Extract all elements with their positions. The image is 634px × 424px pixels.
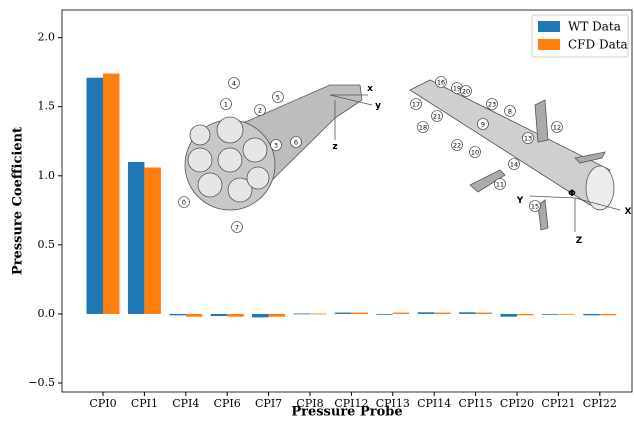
inset-label: 15	[531, 203, 539, 211]
inset-label: 9	[481, 121, 485, 129]
x-tick-label: CPI7	[255, 397, 282, 410]
bar	[310, 314, 327, 315]
inset-label: 17	[412, 101, 420, 109]
inset-label: 5	[276, 94, 280, 102]
bar	[227, 314, 244, 317]
x-tick-label: CPI0	[89, 397, 116, 410]
bar	[434, 313, 451, 314]
inset-label: 8	[508, 108, 512, 116]
inset-label: 19	[453, 85, 461, 93]
right-inset-drawing	[410, 80, 620, 232]
bar	[600, 314, 617, 315]
bar	[144, 167, 161, 313]
inset-label: z	[332, 142, 337, 152]
bar	[418, 312, 435, 314]
x-tick-label: CPI4	[172, 397, 199, 410]
inset-label: 16	[437, 79, 445, 87]
inset-label: 7	[235, 224, 239, 232]
inset-label: 0	[182, 199, 186, 207]
inset-label: y	[375, 101, 381, 111]
inset-label: 14	[510, 161, 518, 169]
bar	[252, 314, 269, 317]
bar	[169, 314, 186, 315]
bar	[393, 313, 410, 314]
inset-label: 3	[274, 142, 278, 150]
bar	[128, 162, 144, 314]
y-tick-label: 1.0	[38, 169, 56, 182]
inset-label: 10	[471, 149, 479, 157]
y-tick-label: 0.5	[38, 238, 56, 251]
bar	[542, 314, 559, 315]
inset-label: 6	[294, 139, 298, 147]
inset-label: 1	[224, 101, 228, 109]
x-tick-label: CPI14	[417, 397, 451, 410]
bar	[558, 314, 575, 315]
y-tick-label: 0.0	[38, 307, 56, 320]
chart: Pressure Probe Pressure Coefficient −0.5…	[0, 0, 634, 424]
bar	[376, 314, 393, 315]
x-tick-label: CPI22	[583, 397, 617, 410]
inset-label: 20	[462, 88, 470, 96]
inset-label: Z	[576, 236, 583, 246]
inset-label: X	[625, 207, 632, 217]
bar	[476, 313, 493, 314]
bar	[186, 314, 203, 317]
x-tick-label: CPI6	[214, 397, 241, 410]
inset-label: 18	[419, 124, 427, 132]
legend-swatch	[538, 39, 560, 50]
inset-label: 2	[258, 107, 262, 115]
inset-label: 23	[488, 101, 496, 109]
bar	[269, 314, 286, 317]
inset-label: 4	[232, 80, 236, 88]
bar	[351, 313, 368, 314]
legend-label: WT Data	[568, 20, 621, 34]
x-tick-label: CPI12	[334, 397, 368, 410]
bar	[583, 314, 600, 315]
y-axis-title: Pressure Coefficient	[11, 127, 26, 275]
bar	[294, 314, 311, 315]
inset-label: 22	[453, 142, 461, 150]
x-tick-label: CPI21	[541, 397, 575, 410]
legend-label: CFD Data	[568, 38, 628, 52]
y-tick-label: 2.0	[38, 31, 56, 44]
x-tick-label: CPI8	[296, 397, 323, 410]
x-tick-label: CPI13	[376, 397, 410, 410]
x-tick-label: CPI1	[131, 397, 158, 410]
inset-label: Φ	[568, 189, 576, 199]
inset-label: 11	[496, 181, 504, 189]
inset-label: 13	[524, 135, 532, 143]
bar	[501, 314, 518, 317]
bar	[211, 314, 228, 316]
bar	[459, 312, 476, 314]
x-tick-label: CPI15	[459, 397, 493, 410]
legend-swatch	[538, 21, 560, 32]
y-tick-label: −0.5	[28, 376, 55, 389]
inset-label: 21	[433, 113, 441, 121]
bar	[335, 313, 352, 314]
y-tick-label: 1.5	[38, 100, 56, 113]
inset-label: x	[367, 84, 373, 94]
inset-label: 12	[553, 124, 561, 132]
bar	[517, 314, 534, 315]
bar	[103, 74, 120, 314]
bar	[87, 78, 104, 314]
inset-label: Y	[516, 196, 524, 206]
x-tick-label: CPI20	[500, 397, 534, 410]
